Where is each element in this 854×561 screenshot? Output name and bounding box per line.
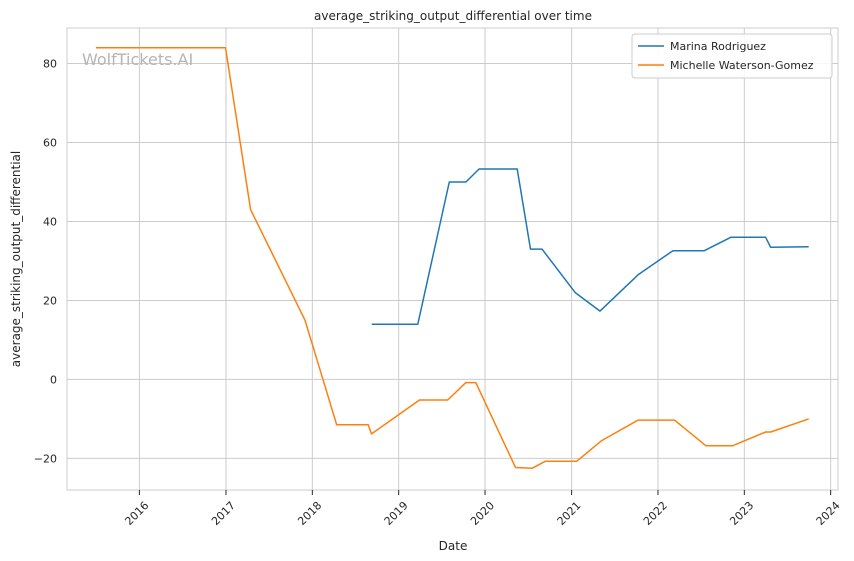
gridlines <box>67 28 838 490</box>
y-axis-ticks: −20 0 20 40 60 80 <box>34 58 57 466</box>
x-tick-label: 2024 <box>814 499 843 528</box>
y-tick-label: 0 <box>50 373 57 386</box>
series-lines <box>95 46 809 470</box>
x-axis-label: Date <box>439 539 468 553</box>
x-tick-label: 2021 <box>555 499 584 528</box>
legend: Marina Rodriguez Michelle Waterson-Gomez <box>631 33 833 79</box>
y-axis-label: average_striking_output_differential <box>9 151 23 367</box>
y-tick-label: 80 <box>43 58 57 71</box>
x-tick-label: 2016 <box>122 499 151 528</box>
plot-frame <box>66 27 839 491</box>
y-tick-label: 60 <box>43 137 57 150</box>
x-tick-label: 2018 <box>295 499 324 528</box>
x-tick-label: 2020 <box>468 499 497 528</box>
x-axis-ticks: 2016 2017 2018 2019 2020 2021 2022 2023 2024 <box>122 490 843 528</box>
legend-box <box>631 33 833 79</box>
chart-title: average_striking_output_differential ove… <box>314 9 592 23</box>
y-tick-label: 40 <box>43 215 57 228</box>
y-tick-label: 20 <box>43 294 57 307</box>
series-line-marina-rodriguez <box>371 168 809 325</box>
watermark: WolfTickets.AI <box>82 50 193 69</box>
legend-label-michelle-waterson-gomez: Michelle Waterson-Gomez <box>670 59 814 72</box>
legend-label-marina-rodriguez: Marina Rodriguez <box>670 40 766 53</box>
x-tick-label: 2017 <box>209 499 238 528</box>
x-tick-label: 2019 <box>382 499 411 528</box>
series-line-michelle-waterson-gomez <box>95 46 809 470</box>
y-tick-label: −20 <box>34 452 57 465</box>
x-tick-label: 2022 <box>641 499 670 528</box>
x-tick-label: 2023 <box>727 499 756 528</box>
